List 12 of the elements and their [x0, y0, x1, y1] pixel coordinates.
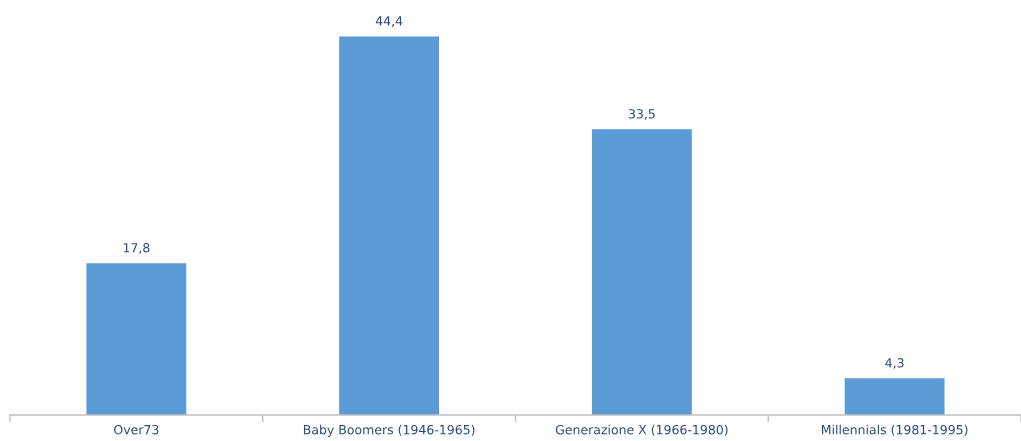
bar	[591, 129, 692, 415]
x-tick-label: Millennials (1981-1995)	[821, 424, 968, 436]
bar	[339, 36, 440, 415]
data-label: 4,3	[885, 358, 904, 369]
data-label: 17,8	[123, 243, 150, 254]
bar	[844, 378, 945, 415]
bar	[86, 263, 187, 415]
data-label: 44,4	[375, 16, 403, 27]
x-tick-label: Over73	[114, 424, 159, 435]
data-label: 33,5	[628, 109, 655, 120]
x-tick-label: Baby Boomers (1946-1965)	[303, 424, 475, 437]
x-tick-label: Generazione X (1966-1980)	[555, 424, 728, 436]
